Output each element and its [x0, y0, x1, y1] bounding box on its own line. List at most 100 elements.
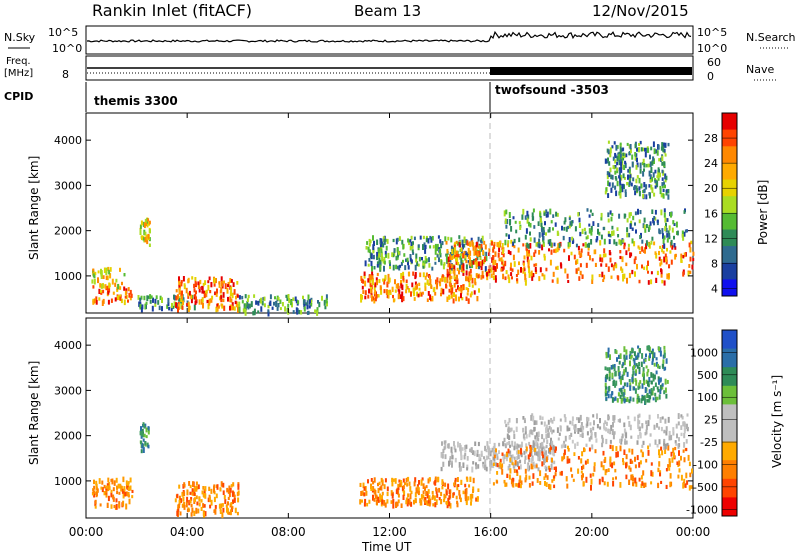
- echo-cell-11: [654, 178, 656, 182]
- echo-cell-9: [522, 243, 525, 247]
- echo-cell-3: [140, 295, 143, 300]
- echo-cell-9: [684, 252, 687, 257]
- echo-cell-10: [626, 227, 629, 233]
- echo-cell-3: [427, 500, 430, 504]
- echo-cell-5: [513, 469, 516, 473]
- echo-cell-2: [213, 496, 216, 503]
- echo-cell-7: [370, 260, 373, 267]
- echo-cell-4: [206, 299, 209, 304]
- echo-cell-6: [394, 279, 396, 285]
- echo-cell-3: [409, 486, 412, 492]
- echo-cell-3: [443, 493, 446, 500]
- echo-cell-9: [517, 247, 520, 253]
- echo-cell-4: [502, 441, 505, 447]
- echo-cell-6: [576, 417, 578, 421]
- echo-cell-2: [147, 233, 150, 239]
- echo-cell-5: [514, 460, 517, 465]
- nave-label: Nave: [746, 63, 774, 76]
- y-tick-label: 2000: [54, 430, 82, 443]
- echo-cell-10: [589, 209, 592, 213]
- echo-cell-0: [98, 288, 101, 294]
- echo-cell-5: [551, 479, 554, 483]
- echo-cell-5: [658, 461, 661, 467]
- echo-cell-7: [638, 367, 641, 372]
- echo-cell-6: [663, 444, 666, 450]
- power-colorbar-swatch: [722, 196, 737, 214]
- echo-cell-3: [431, 490, 434, 495]
- echo-cell-5: [604, 456, 607, 463]
- echo-cell-2: [144, 231, 147, 236]
- echo-cell-9: [633, 241, 636, 247]
- echo-cell-7: [647, 380, 649, 387]
- echo-cell-6: [680, 414, 683, 418]
- echo-cell-10: [638, 219, 641, 224]
- echo-cell-6: [377, 294, 380, 298]
- echo-cell-11: [620, 161, 623, 167]
- echo-cell-10: [611, 225, 614, 230]
- echo-cell-1: [105, 267, 108, 274]
- echo-cell-11: [614, 159, 617, 164]
- echo-cell-6: [431, 295, 434, 302]
- echo-cell-6: [612, 433, 615, 440]
- echo-cell-11: [623, 176, 626, 180]
- echo-cell-9: [683, 252, 686, 258]
- echo-cell-8: [455, 259, 458, 265]
- echo-cell-2: [194, 497, 196, 502]
- echo-cell-6: [603, 426, 606, 431]
- echo-cell-7: [654, 392, 657, 397]
- echo-cell-1: [105, 275, 108, 280]
- echo-cell-10: [647, 242, 650, 247]
- echo-cell-4: [187, 292, 190, 297]
- echo-cell-10: [590, 229, 593, 236]
- echo-cell-7: [386, 238, 389, 244]
- echo-cell-7: [655, 361, 658, 367]
- echo-cell-3: [381, 495, 383, 501]
- echo-cell-3: [149, 299, 152, 304]
- echo-cell-10: [631, 227, 634, 231]
- echo-cell-3: [171, 302, 173, 309]
- echo-cell-5: [305, 302, 308, 306]
- echo-cell-8: [453, 275, 456, 280]
- echo-cell-2: [210, 488, 213, 494]
- echo-cell-5: [555, 446, 557, 451]
- echo-cell-0: [101, 480, 104, 485]
- echo-cell-4: [180, 298, 183, 302]
- echo-cell-11: [622, 156, 625, 161]
- echo-cell-7: [604, 376, 607, 383]
- velocity-colorbar-label: 100: [697, 391, 718, 404]
- echo-cell-2: [222, 482, 225, 488]
- echo-cell-11: [623, 184, 625, 190]
- echo-cell-8: [494, 275, 497, 280]
- echo-cell-4: [544, 465, 547, 469]
- echo-cell-4: [532, 445, 535, 452]
- echo-cell-11: [627, 174, 629, 180]
- echo-cell-10: [584, 231, 587, 235]
- echo-cell-4: [508, 464, 511, 468]
- echo-cell-7: [657, 363, 659, 369]
- echo-cell-3: [414, 492, 417, 498]
- echo-cell-3: [145, 301, 148, 305]
- echo-cell-2: [224, 499, 227, 504]
- echo-cell-11: [643, 182, 646, 188]
- echo-cell-7: [655, 357, 658, 361]
- echo-cell-4: [525, 443, 528, 448]
- echo-cell-3: [421, 477, 424, 481]
- echo-cell-10: [597, 228, 599, 235]
- echo-cell-10: [513, 238, 516, 244]
- echo-cell-1: [144, 441, 147, 446]
- echo-cell-10: [549, 208, 552, 215]
- echo-cell-10: [668, 225, 671, 231]
- echo-cell-10: [609, 210, 612, 215]
- echo-cell-0: [103, 484, 106, 489]
- echo-cell-6: [426, 280, 429, 285]
- echo-cell-5: [553, 466, 556, 470]
- echo-cell-7: [653, 362, 656, 367]
- echo-cell-1: [100, 268, 102, 275]
- echo-cell-3: [417, 490, 420, 496]
- echo-cell-10: [662, 238, 665, 244]
- echo-cell-9: [507, 274, 510, 279]
- echo-cell-11: [643, 168, 645, 172]
- echo-cell-6: [369, 283, 372, 287]
- echo-cell-9: [688, 242, 691, 248]
- echo-cell-7: [365, 246, 368, 250]
